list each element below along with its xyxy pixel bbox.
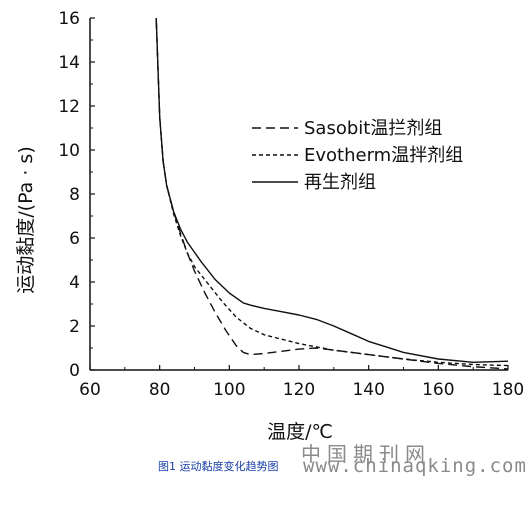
y-tick-label: 14 [58, 53, 80, 73]
axes: 60 80 100 120 140 160 180 0 2 4 6 8 10 12 14 16 [58, 9, 524, 400]
y-tick-label: 10 [58, 141, 80, 161]
y-axis-title: 运动黏度/(Pa · s) [15, 146, 37, 294]
y-tick-label: 6 [69, 229, 80, 249]
site-url: www.chinaqking.com [303, 455, 527, 477]
x-tick-label: 80 [149, 380, 171, 400]
legend-label: Sasobit温拦剂组 [304, 118, 442, 139]
x-tick-label: 160 [422, 380, 454, 400]
y-tick-label: 12 [58, 97, 80, 117]
series-line-3 [155, 17, 509, 363]
y-tick-label: 0 [69, 361, 80, 381]
y-tick-label: 8 [69, 185, 80, 205]
legend-label: Evotherm温拌剂组 [304, 145, 463, 166]
legend-label: 再生剂组 [304, 172, 376, 193]
y-tick-label: 4 [69, 273, 80, 293]
series-layer [155, 17, 509, 370]
x-axis-title: 温度/℃ [267, 421, 333, 443]
x-tick-label: 120 [283, 380, 315, 400]
y-tick-label: 2 [69, 317, 80, 337]
x-tick-label: 100 [213, 380, 245, 400]
x-tick-label: 140 [352, 380, 384, 400]
x-tick-label: 180 [492, 380, 524, 400]
watermark-text: 中国期刊网 [301, 442, 431, 466]
figure-caption: 图1 运动黏度变化趋势图 [158, 460, 279, 473]
y-tick-label: 16 [58, 9, 80, 29]
series-line-1 [155, 17, 509, 370]
x-tick-label: 60 [79, 380, 101, 400]
